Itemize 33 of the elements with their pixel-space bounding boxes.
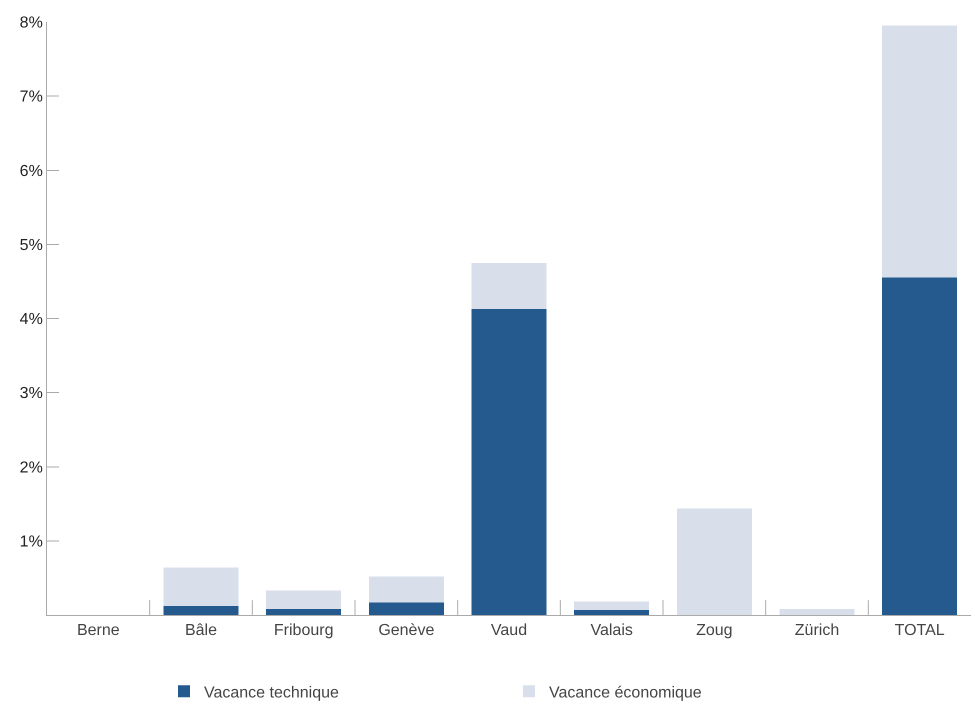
legend-label: Vacance économique	[549, 684, 702, 702]
bar	[574, 610, 650, 615]
y-tick-label: 8%	[20, 14, 43, 32]
x-tick-label: Valais	[590, 622, 633, 640]
y-tick-label: 7%	[20, 88, 43, 106]
bar	[266, 609, 342, 615]
y-tick-label: 4%	[20, 311, 43, 328]
y-tick-label: 2%	[20, 459, 43, 476]
y-tick-label: 5%	[20, 236, 43, 254]
y-tick-label: 6%	[20, 162, 43, 180]
bar	[368, 602, 444, 615]
bar	[472, 262, 546, 309]
y-tick-label: 3%	[20, 385, 43, 402]
x-tick-label: Bâle	[184, 622, 218, 640]
bar	[882, 26, 958, 278]
x-tick-label: Vaud	[490, 622, 528, 640]
y-tick-label: 1%	[20, 533, 43, 550]
bar	[676, 508, 752, 615]
bar	[368, 576, 444, 602]
bar	[780, 609, 854, 615]
x-tick-label: Genève	[378, 622, 434, 640]
legend-label: Vacance technique	[204, 684, 340, 702]
x-tick-label: Zoug	[696, 622, 733, 640]
x-tick-label: Fribourg	[274, 622, 334, 640]
x-tick-label: Zürich	[794, 622, 840, 640]
bar	[574, 602, 650, 610]
bar	[882, 278, 958, 615]
bar	[164, 568, 238, 606]
x-tick-label: TOTAL	[894, 622, 945, 640]
bar	[472, 308, 546, 615]
x-tick-label: Berne	[76, 622, 120, 640]
bar	[164, 606, 238, 615]
bar	[266, 590, 342, 610]
